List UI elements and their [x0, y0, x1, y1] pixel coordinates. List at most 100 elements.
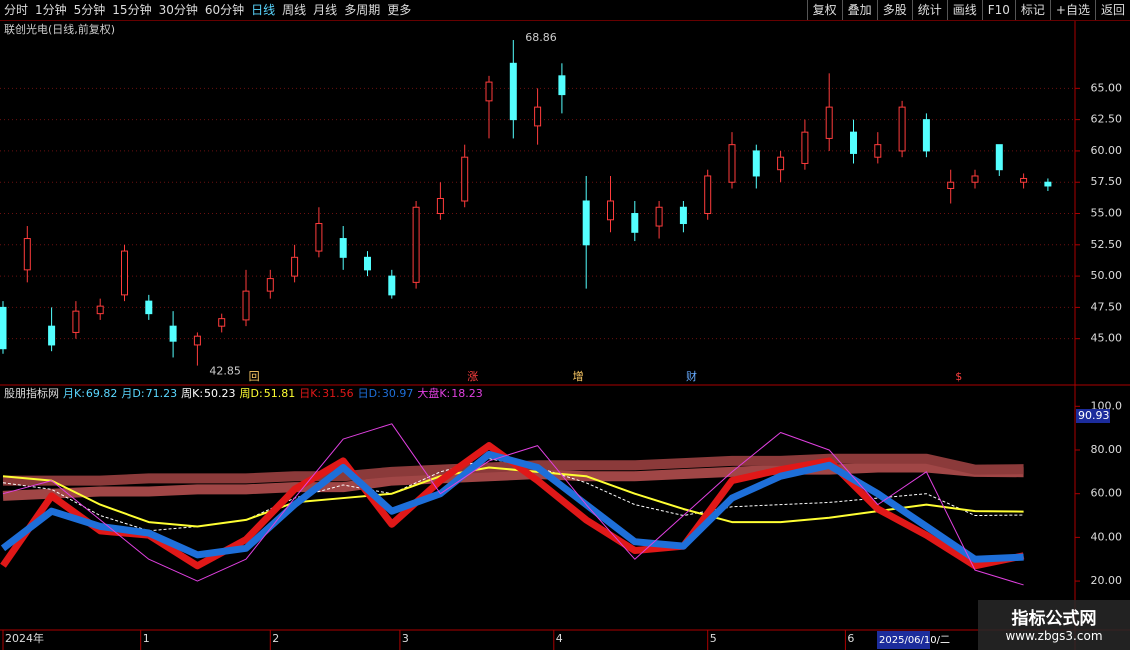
y-tick-label: 60.00 — [1091, 487, 1123, 500]
candle-body — [266, 278, 274, 292]
period-tab[interactable]: 日线 — [251, 3, 276, 17]
toolbar: 分时 1分钟 5分钟 15分钟 30分钟 60分钟 日线 周线 月线 多周期 更多 复权 叠加 多股 统计画… — [0, 0, 1130, 21]
event-marker: 回 — [249, 370, 260, 383]
x-tick-label: 6 — [847, 632, 854, 645]
legend-name: 日K: — [299, 387, 322, 400]
period-tab[interactable]: 更多 — [387, 3, 412, 17]
period-tab[interactable]: 30分钟 — [158, 3, 198, 17]
legend-value: 30.97 — [381, 387, 414, 400]
tool-button[interactable]: 统计 — [911, 0, 947, 20]
candle-body — [121, 250, 128, 296]
candle-body — [339, 238, 347, 258]
candle-body — [631, 213, 639, 233]
y-tick-label: 45.00 — [1091, 332, 1123, 345]
candle-body — [388, 275, 396, 296]
tool-button[interactable]: 标记 — [1014, 0, 1050, 20]
candle-body — [509, 62, 517, 121]
y-tick-label: 50.00 — [1091, 269, 1123, 282]
x-tick-label: 4 — [556, 632, 563, 645]
cursor-value: 90.93 — [1078, 409, 1110, 422]
watermark-title: 指标公式网 — [1011, 609, 1097, 629]
period-tab[interactable]: 多周期 — [344, 3, 381, 17]
candle-body — [436, 197, 444, 215]
candle-body — [485, 81, 493, 102]
candle-body — [922, 119, 930, 152]
candle-body — [874, 144, 882, 158]
candle-body — [218, 318, 226, 327]
tool-button[interactable]: +自选 — [1049, 0, 1095, 20]
legend-value: 50.23 — [204, 387, 236, 400]
period-tab[interactable]: 60分钟 — [204, 3, 245, 17]
y-tick-label: 57.50 — [1091, 175, 1123, 188]
candle-body — [96, 305, 104, 315]
indicator-line — [2, 423, 1024, 586]
indicator-title: 股朋指标网 — [4, 387, 59, 400]
y-tick-label: 47.50 — [1091, 300, 1123, 313]
candle-body — [0, 306, 7, 350]
legend-name: 月K: — [63, 387, 85, 400]
candle-body — [947, 181, 955, 189]
legend-value: 51.81 — [263, 387, 296, 400]
y-tick-label: 60.00 — [1091, 144, 1123, 157]
candle-body — [534, 106, 542, 127]
indicator-line — [2, 466, 1024, 528]
candle-body — [315, 223, 323, 252]
candle-body — [728, 144, 736, 183]
candle-body — [558, 75, 566, 96]
y-tick-label: 65.00 — [1091, 81, 1123, 94]
x-tick-label: 5 — [710, 632, 717, 645]
candle-body — [777, 156, 785, 171]
y-tick-label: 52.50 — [1091, 238, 1123, 251]
candle-body — [801, 131, 809, 164]
legend-name: 日D: — [357, 387, 381, 400]
tool-button[interactable]: 画线 — [946, 0, 982, 20]
candle-body — [23, 238, 31, 271]
chart-title: 联创光电(日线,前复权) — [4, 22, 115, 36]
period-tab[interactable]: 周线 — [282, 3, 307, 17]
candle-body — [72, 310, 80, 333]
candle-body — [898, 106, 906, 152]
candle-body — [169, 325, 177, 342]
period-tab[interactable]: 1分钟 — [35, 3, 67, 17]
event-marker: 涨 — [467, 370, 478, 383]
legend-value: 71.23 — [145, 387, 178, 400]
x-tick-label: 1 — [143, 632, 150, 645]
tool-button[interactable]: 多股 — [876, 0, 912, 20]
period-tab[interactable]: 月线 — [313, 3, 338, 17]
candle-body — [48, 325, 56, 346]
cursor-value-box — [1076, 409, 1110, 423]
candle-body — [193, 335, 201, 346]
candle-body — [145, 300, 153, 315]
event-marker: 增 — [573, 369, 584, 383]
candle-body — [607, 200, 614, 221]
candle-body — [1044, 181, 1052, 187]
period-tab[interactable]: 5分钟 — [73, 3, 106, 17]
period-tabs: 分时 1分钟 5分钟 15分钟 30分钟 60分钟 日线 周线 月线 多周期 更多 — [4, 0, 418, 20]
y-tick-label: 20.00 — [1091, 574, 1123, 587]
legend-name: 周D: — [239, 387, 263, 400]
indicator-line — [2, 462, 1024, 501]
candle-body — [752, 150, 760, 177]
tool-button[interactable]: F10 — [981, 0, 1015, 20]
price-annotation: 68.86 — [525, 31, 557, 44]
period-tab[interactable]: 15分钟 — [112, 3, 152, 17]
cursor-date: 2025/06/10/二 — [879, 635, 950, 646]
legend-name: 大盘K: — [417, 387, 451, 400]
watermark: 指标公式网 www.zbgs3.com — [978, 600, 1130, 650]
x-tick-label: 3 — [402, 632, 409, 645]
tool-button[interactable]: 返回 — [1094, 0, 1130, 20]
candle-body — [412, 206, 420, 283]
candle-body — [291, 256, 299, 277]
indicator-line — [0, 450, 1024, 563]
period-tab[interactable]: 分时 — [4, 3, 29, 17]
tool-button[interactable]: 叠加 — [841, 0, 877, 20]
price-annotation: 42.85 — [209, 365, 241, 378]
candle-body — [242, 290, 250, 321]
legend-name: 周K: — [181, 387, 204, 400]
legend-value: 69.82 — [85, 387, 118, 400]
tool-button[interactable]: 复权 — [806, 0, 842, 20]
y-tick-label: 40.00 — [1091, 530, 1123, 543]
candle-body — [364, 256, 371, 271]
